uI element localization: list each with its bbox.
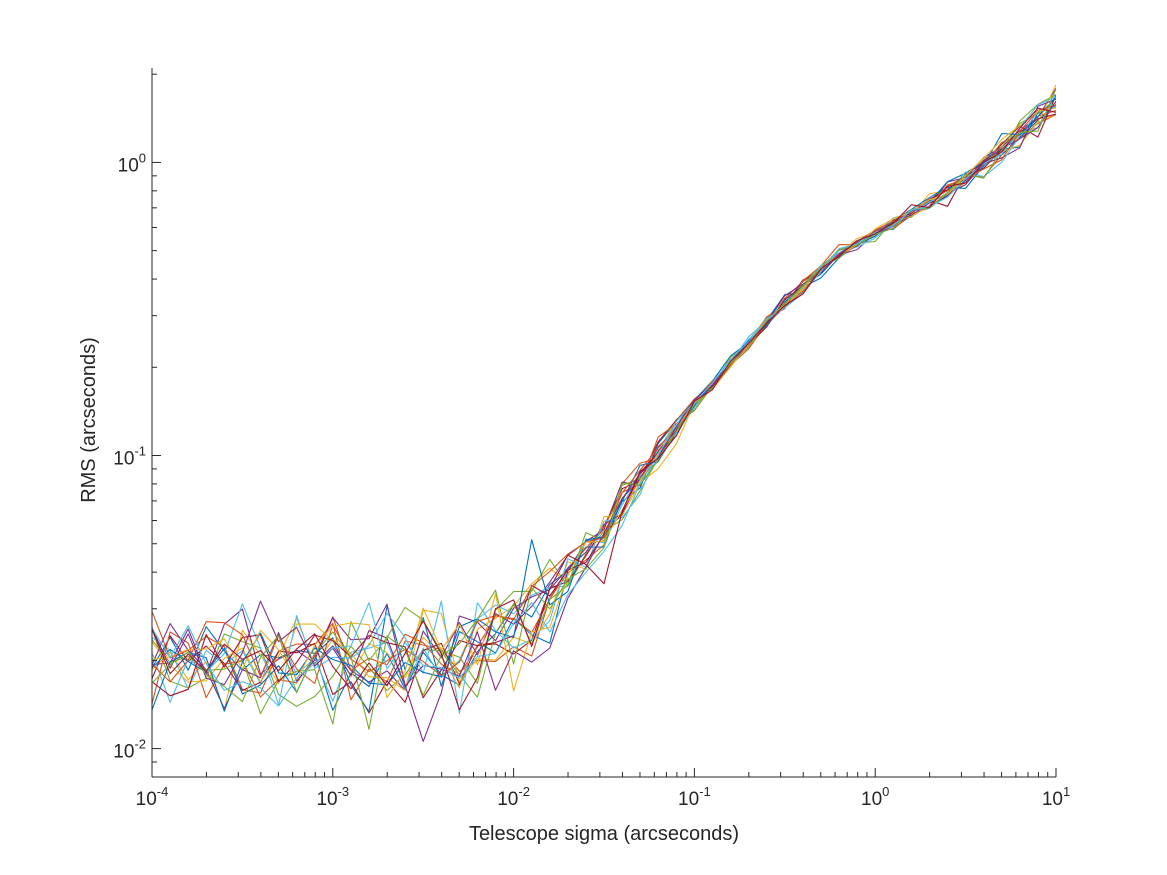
series-line (152, 95, 1056, 714)
series-line (152, 107, 1056, 699)
series-line (152, 107, 1056, 711)
series-line (152, 96, 1056, 712)
x-tick-label: 100 (861, 784, 889, 810)
y-axis-label: RMS (arcseconds) (78, 337, 100, 503)
series-line (152, 88, 1056, 691)
y-tick-label: 10-2 (113, 737, 146, 763)
x-tick-label: 10-3 (316, 784, 349, 810)
series-line (152, 84, 1056, 692)
series-line (152, 113, 1056, 699)
series-layer (152, 84, 1056, 742)
series-line (152, 114, 1056, 701)
series-line (152, 102, 1056, 725)
series-line (152, 98, 1056, 742)
series-line (152, 96, 1056, 707)
x-axis-label: Telescope sigma (arcseconds) (469, 823, 739, 845)
y-tick-label: 10-1 (113, 444, 146, 470)
series-line (152, 105, 1056, 711)
series-line (152, 100, 1056, 691)
series-line (152, 106, 1056, 714)
series-line (152, 94, 1056, 702)
x-tick-label: 101 (1042, 784, 1070, 810)
labels-layer: Telescope sigma (arcseconds) RMS (arcsec… (78, 150, 1070, 845)
x-tick-label: 10-1 (678, 784, 711, 810)
y-tick-label: 100 (118, 150, 146, 176)
series-line (152, 88, 1056, 730)
x-tick-label: 10-2 (497, 784, 530, 810)
axes-layer (151, 68, 1057, 778)
x-tick-label: 10-4 (136, 784, 169, 810)
series-line (152, 94, 1056, 707)
series-line (152, 109, 1056, 705)
series-line (152, 104, 1056, 685)
series-line (152, 103, 1056, 713)
